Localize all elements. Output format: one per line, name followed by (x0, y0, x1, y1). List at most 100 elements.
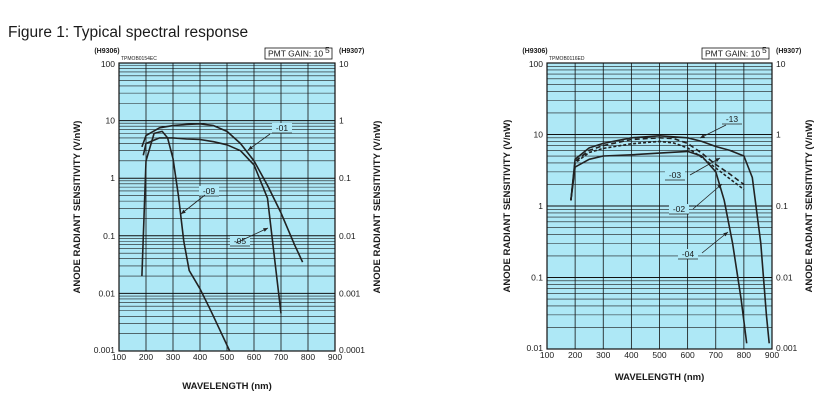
series-line (570, 137, 745, 201)
y-tick-label-left: 10 (106, 116, 116, 126)
series-label-leader (689, 157, 721, 176)
y-tick-label-right: 0.01 (776, 273, 793, 283)
x-tick-label: 300 (596, 350, 610, 360)
y-tick-label-right: 0.001 (776, 343, 798, 353)
series-label-bg (272, 123, 292, 133)
gain-label: PMT GAIN: 10 (705, 49, 760, 59)
series-label-text: -13 (726, 114, 739, 124)
series-label-arrowhead (723, 232, 728, 237)
y-tick-label-left: 100 (101, 59, 115, 69)
gain-exponent: 5 (325, 45, 330, 55)
series-label-bg (665, 170, 685, 180)
y-axis-title-left: ANODE RADIANT SENSITIVITY (V/nW) (502, 120, 513, 293)
gain-label-box: PMT GAIN: 10 5 (701, 45, 770, 60)
x-axis-title: WAVELENGTH (nm) (182, 381, 272, 392)
gain-label-box: PMT GAIN: 10 5 (264, 45, 333, 60)
y-tick-label-right: 1 (776, 130, 781, 140)
series-label: -13 (699, 114, 742, 139)
series-label: -09 (180, 186, 219, 215)
y-tick-label-left: 10 (534, 130, 544, 140)
x-tick-label: 700 (274, 352, 288, 362)
series-line (570, 140, 745, 201)
series-label-leader (701, 231, 729, 254)
gain-box-frame (264, 47, 333, 60)
series-label: -03 (665, 157, 721, 181)
x-tick-label: 600 (681, 350, 695, 360)
series-label-leader (692, 183, 723, 210)
x-tick-label: 400 (193, 352, 207, 362)
y-tick-label-right: 1 (339, 116, 344, 126)
gain-label: PMT GAIN: 10 (268, 49, 323, 59)
series-line (570, 150, 748, 344)
series-label-bg (199, 186, 219, 196)
series-label-arrowhead (181, 209, 186, 214)
y-tick-label-right: 0.0001 (339, 345, 365, 355)
chart-panel-2: 100 200 300 400 500 600 700 800 900 100 10 1 0.1 0.01… (502, 45, 815, 383)
series-line (141, 123, 304, 263)
series-label-bg (722, 114, 742, 124)
series-label-arrowhead (263, 228, 268, 232)
series-label: -01 (247, 123, 292, 151)
gain-exponent: 5 (762, 45, 767, 55)
right-axis-tag: (H9307) (339, 48, 364, 55)
series-label-leader (235, 227, 269, 244)
x-tick-label: 100 (112, 352, 126, 362)
series-label: -04 (678, 231, 729, 260)
y-tick-label-left: 0.01 (526, 343, 543, 353)
plot-frame (118, 62, 336, 352)
y-tick-label-left: 1 (538, 201, 543, 211)
y-tick-label-right: 10 (339, 59, 349, 69)
series-label-leader (699, 124, 727, 139)
y-tick-label-right: 0.01 (339, 231, 356, 241)
x-tick-label: 900 (765, 350, 779, 360)
series-label-arrowhead (700, 134, 705, 138)
y-tick-label-right: 10 (776, 59, 786, 69)
x-tick-label: 800 (301, 352, 315, 362)
x-tick-label: 800 (737, 350, 751, 360)
series-line (142, 137, 282, 314)
x-tick-label: 300 (166, 352, 180, 362)
y-tick-label-left: 0.001 (94, 345, 116, 355)
y-tick-label-left: 1 (110, 173, 115, 183)
y-tick-label-right: 0.1 (776, 201, 788, 211)
y-axis-title-right: ANODE RADIANT SENSITIVITY (V/nW) (372, 121, 383, 294)
series-label-arrowhead (715, 158, 720, 162)
series-line (141, 130, 231, 352)
x-tick-label: 900 (328, 352, 342, 362)
plot-frame (546, 62, 773, 350)
right-axis-tag: (H9307) (776, 48, 801, 55)
series-label-leader (180, 194, 206, 215)
y-tick-label-right: 0.1 (339, 173, 351, 183)
y-tick-label-left: 100 (529, 59, 543, 69)
series-label-text: -02 (673, 204, 686, 214)
y-tick-label-left: 0.01 (98, 288, 115, 298)
x-tick-label: 500 (220, 352, 234, 362)
x-tick-label: 200 (568, 350, 582, 360)
y-axis-title-right: ANODE RADIANT SENSITIVITY (V/nW) (804, 120, 815, 293)
figure-title: Figure 1: Typical spectral response (8, 24, 249, 41)
series-label-text: -04 (682, 249, 695, 259)
series-label-text: -01 (276, 123, 289, 133)
chart-code: TPMOB0116ED (549, 56, 585, 62)
x-tick-label: 200 (139, 352, 153, 362)
series-line (570, 135, 770, 344)
y-tick-label-left: 0.1 (531, 273, 543, 283)
y-tick-label-left: 0.1 (103, 231, 115, 241)
series-label-text: -09 (203, 186, 216, 196)
series-label-arrowhead (248, 145, 253, 150)
left-axis-tag: (H9306) (94, 48, 119, 55)
x-tick-label: 400 (624, 350, 638, 360)
chart-panel-1: 100 200 300 400 500 600 700 800 900 100 10 1 0.1 0.01… (72, 45, 383, 392)
x-tick-label: 600 (247, 352, 261, 362)
x-tick-label: 700 (709, 350, 723, 360)
series-label: -05 (230, 227, 269, 247)
y-tick-label-right: 0.001 (339, 288, 361, 298)
series-label-bg (669, 204, 689, 214)
x-tick-label: 100 (540, 350, 554, 360)
chart-code: TPMOB0154EC (121, 56, 157, 62)
x-axis-title: WAVELENGTH (nm) (615, 372, 705, 383)
x-tick-label: 500 (652, 350, 666, 360)
gain-box-frame (701, 47, 770, 60)
series-label-bg (678, 249, 698, 259)
